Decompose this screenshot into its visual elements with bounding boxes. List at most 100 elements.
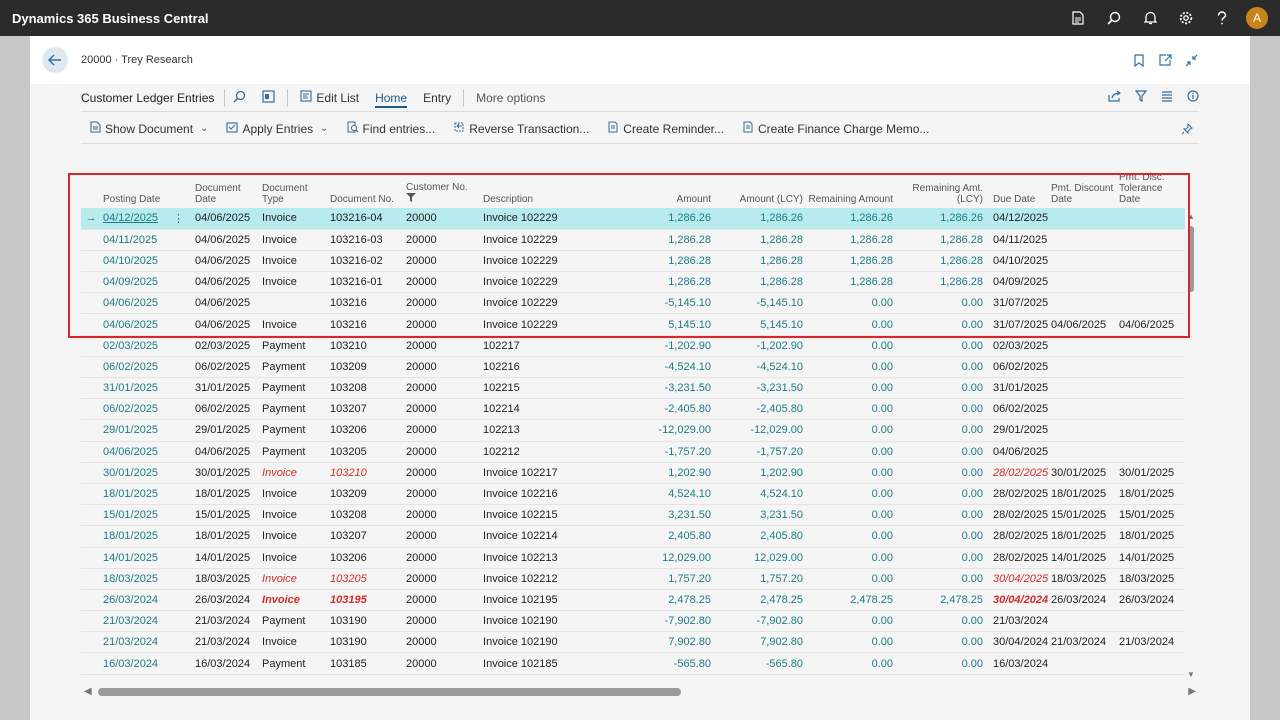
create-finance-charge-memo-button[interactable]: Create Finance Charge Memo... [733,121,938,136]
posting-date-cell[interactable]: 18/01/2025 [101,525,171,548]
table-row[interactable]: 21/03/2024 21/03/2024 Payment 103190 20000 In… [81,610,1185,633]
table-row[interactable]: 06/02/2025 06/02/2025 Payment 103207 20000 10… [81,398,1185,421]
column-posting-date[interactable]: Posting Date [103,194,161,205]
table-row[interactable]: 18/03/2025 18/03/2025 Invoice 103205 20000 In… [81,568,1185,590]
posting-date-cell[interactable]: 14/01/2025 [101,547,171,569]
column-remaining-amt-lcy[interactable]: Remaining Amt. (LCY) [912,183,984,205]
column-document-no[interactable]: Document No. [330,194,394,205]
column-amount-lcy[interactable]: Amount (LCY) [739,194,804,205]
horizontal-scroll-thumb[interactable] [98,688,681,696]
filter-icon[interactable] [1134,90,1148,105]
scroll-down-icon[interactable]: ▼ [1187,670,1195,679]
row-menu-icon[interactable] [171,419,194,442]
help-icon[interactable] [1204,0,1240,36]
row-menu-icon[interactable] [171,335,194,357]
column-pmt-disc-tolerance-date[interactable]: Pmt. Disc. Tolerance Date [1119,172,1165,205]
bell-icon[interactable] [1132,0,1168,36]
table-row[interactable]: 31/01/2025 31/01/2025 Payment 103208 20000 10… [81,377,1185,400]
open-new-window-icon[interactable] [1156,50,1174,70]
app-title[interactable]: Dynamics 365 Business Central [12,10,209,26]
find-entries-button[interactable]: Find entries... [338,121,445,136]
row-menu-icon[interactable] [171,483,194,506]
row-menu-icon[interactable] [171,441,194,463]
posting-date-cell[interactable]: 04/10/2025 [101,250,171,273]
table-row[interactable]: 15/01/2025 15/01/2025 Invoice 103208 20000 In… [81,504,1185,527]
row-menu-icon[interactable] [171,250,194,273]
apply-entries-button[interactable]: Apply Entries ⌄ [217,121,337,136]
row-menu-icon[interactable]: ⋮ [171,208,194,230]
row-menu-icon[interactable] [171,356,194,379]
row-menu-icon[interactable] [171,398,194,421]
row-menu-icon[interactable] [171,568,194,590]
document-icon[interactable] [1060,0,1096,36]
search-icon[interactable] [1096,0,1132,36]
more-options-button[interactable]: More options [476,90,546,105]
vertical-scroll-thumb[interactable] [1188,226,1194,292]
row-menu-icon[interactable] [171,462,194,484]
table-row[interactable]: 16/03/2024 16/03/2024 Payment 103185 20000 In… [81,652,1185,675]
pin-icon[interactable] [1172,122,1199,135]
vertical-scrollbar[interactable]: ▲ ▼ [1186,212,1196,682]
collapse-icon[interactable] [1182,50,1200,70]
gear-icon[interactable] [1168,0,1204,36]
posting-date-cell[interactable]: 21/03/2024 [101,631,171,654]
table-row[interactable]: 29/01/2025 29/01/2025 Payment 103206 20000 10… [81,419,1185,442]
row-menu-icon[interactable] [171,377,194,400]
info-icon[interactable] [1187,90,1199,105]
posting-date-cell[interactable]: 02/03/2025 [101,335,171,357]
posting-date-cell[interactable]: 06/02/2025 [101,356,171,379]
row-menu-icon[interactable] [171,525,194,548]
chevron-down-icon[interactable]: ⌄ [200,123,209,134]
table-row[interactable]: 14/01/2025 14/01/2025 Invoice 103206 20000 In… [81,547,1185,569]
posting-date-cell[interactable]: 30/01/2025 [101,462,171,484]
row-menu-icon[interactable] [171,313,194,336]
table-row[interactable]: 02/03/2025 02/03/2025 Payment 103210 20000 10… [81,335,1185,357]
posting-date-cell[interactable]: 04/12/2025 [101,208,171,230]
posting-date-cell[interactable]: 04/06/2025 [101,441,171,463]
row-menu-icon[interactable] [171,504,194,527]
row-menu-icon[interactable] [171,610,194,633]
row-menu-icon[interactable] [171,652,194,675]
back-button[interactable] [42,47,68,73]
table-row[interactable]: → 04/12/2025 ⋮ 04/06/2025 Invoice 103216-04 20… [81,208,1185,230]
tab-entry[interactable]: Entry [423,90,452,105]
scroll-right-icon[interactable]: ▶ [1188,686,1196,697]
reverse-transaction-button[interactable]: Reverse Transaction... [444,121,598,136]
posting-date-cell[interactable]: 29/01/2025 [101,419,171,442]
column-description[interactable]: Description [483,194,534,205]
table-row[interactable]: 04/06/2025 04/06/2025 Invoice 103216 20000 In… [81,313,1185,336]
posting-date-cell[interactable]: 31/01/2025 [101,377,171,400]
chevron-down-icon[interactable]: ⌄ [320,123,329,134]
search-button[interactable] [225,89,254,107]
column-due-date[interactable]: Due Date [993,194,1036,205]
table-row[interactable]: 04/09/2025 04/06/2025 Invoice 103216-01 2000… [81,271,1185,294]
column-remaining-amount[interactable]: Remaining Amount [808,194,894,205]
share-icon[interactable] [1108,90,1122,105]
posting-date-cell[interactable]: 16/03/2024 [101,652,171,675]
table-row[interactable]: 30/01/2025 30/01/2025 Invoice 103210 20000 In… [81,462,1185,484]
column-pmt-discount-date[interactable]: Pmt. Discount Date [1051,183,1114,205]
tab-home[interactable]: Home [375,88,408,108]
posting-date-cell[interactable]: 15/01/2025 [101,504,171,527]
edit-list-button[interactable]: Edit List [292,89,367,107]
posting-date-cell[interactable]: 18/01/2025 [101,483,171,506]
row-menu-icon[interactable] [171,292,194,315]
table-row[interactable]: 06/02/2025 06/02/2025 Payment 103209 20000 10… [81,356,1185,379]
column-customer-no[interactable]: Customer No. [404,172,481,208]
scroll-up-icon[interactable]: ▲ [1187,212,1195,221]
list-view-icon[interactable] [1161,90,1173,105]
table-row[interactable]: 26/03/2024 26/03/2024 Invoice 103195 20000 In… [81,589,1185,612]
table-row[interactable]: 04/11/2025 04/06/2025 Invoice 103216-03 2000… [81,229,1185,251]
column-document-date[interactable]: Document Date [195,183,241,205]
row-menu-icon[interactable] [171,271,194,294]
avatar[interactable]: A [1246,7,1268,29]
row-menu-icon[interactable] [171,547,194,569]
table-row[interactable]: 04/06/2025 04/06/2025 103216 20000 Invoice 1… [81,292,1185,315]
table-row[interactable]: 04/06/2025 04/06/2025 Payment 103205 20000 10… [81,441,1185,463]
row-menu-icon[interactable] [171,589,194,612]
table-row[interactable]: 18/01/2025 18/01/2025 Invoice 103209 20000 In… [81,483,1185,506]
layout-toggle-button[interactable] [254,89,283,107]
column-amount[interactable]: Amount [676,194,712,205]
create-reminder-button[interactable]: Create Reminder... [598,121,733,136]
bookmark-icon[interactable] [1130,50,1148,70]
